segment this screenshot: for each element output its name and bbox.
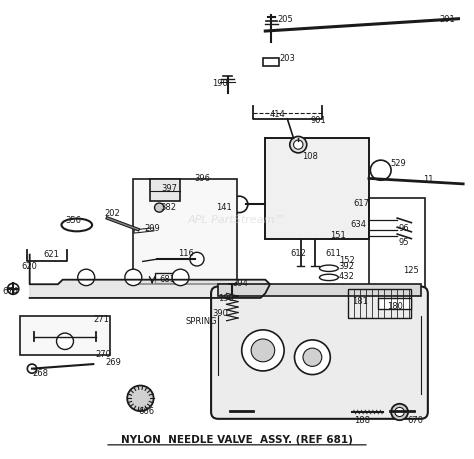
Circle shape xyxy=(294,340,330,375)
Text: 151: 151 xyxy=(330,231,346,241)
Text: 382: 382 xyxy=(161,203,177,212)
Text: APL PartStream™: APL PartStream™ xyxy=(188,215,286,225)
Text: 180: 180 xyxy=(387,302,403,311)
Text: 612: 612 xyxy=(291,249,307,257)
Text: 432: 432 xyxy=(338,273,354,281)
Bar xyxy=(218,284,421,296)
Text: 152: 152 xyxy=(339,256,355,265)
Text: 529: 529 xyxy=(390,159,406,168)
Bar xyxy=(263,58,279,66)
Circle shape xyxy=(370,160,391,180)
Text: 269: 269 xyxy=(105,358,121,367)
Text: 397: 397 xyxy=(162,184,178,193)
Text: 670: 670 xyxy=(408,416,424,425)
Bar xyxy=(378,298,411,309)
Circle shape xyxy=(190,252,204,266)
Circle shape xyxy=(290,136,307,153)
Text: 141: 141 xyxy=(216,203,231,212)
Text: 188: 188 xyxy=(354,416,370,425)
Text: 674: 674 xyxy=(2,286,18,296)
Text: 181: 181 xyxy=(353,297,368,306)
Text: 190: 190 xyxy=(212,79,228,88)
Circle shape xyxy=(56,333,73,349)
Text: 681: 681 xyxy=(159,275,175,284)
Text: 201: 201 xyxy=(439,15,456,24)
Bar xyxy=(20,316,110,355)
Bar xyxy=(348,289,411,319)
Circle shape xyxy=(172,269,189,285)
Text: 620: 620 xyxy=(21,263,37,271)
Circle shape xyxy=(125,269,142,285)
Text: 394: 394 xyxy=(232,279,248,288)
Circle shape xyxy=(242,330,284,371)
Bar xyxy=(369,197,426,289)
Polygon shape xyxy=(30,255,270,298)
Text: 390: 390 xyxy=(212,309,228,318)
FancyBboxPatch shape xyxy=(211,286,428,419)
Text: 392: 392 xyxy=(338,263,354,271)
Bar xyxy=(265,138,369,239)
Text: 116: 116 xyxy=(178,249,194,257)
Text: 203: 203 xyxy=(279,54,295,63)
Text: 270: 270 xyxy=(96,350,111,359)
Circle shape xyxy=(293,140,303,149)
Circle shape xyxy=(127,386,154,411)
Circle shape xyxy=(303,348,322,366)
Circle shape xyxy=(78,269,95,285)
Text: 396: 396 xyxy=(195,174,210,183)
Text: 95: 95 xyxy=(398,238,409,247)
Text: 414: 414 xyxy=(270,110,286,118)
Text: 125: 125 xyxy=(403,266,419,275)
Text: 617: 617 xyxy=(354,200,370,208)
Text: 666: 666 xyxy=(138,408,154,416)
Circle shape xyxy=(251,339,275,362)
Bar xyxy=(133,179,237,284)
Text: 108: 108 xyxy=(302,152,318,161)
Text: 268: 268 xyxy=(32,369,48,378)
Text: 621: 621 xyxy=(44,250,60,259)
Bar xyxy=(155,273,181,283)
Text: NYLON  NEEDLE VALVE  ASSY. (REF 681): NYLON NEEDLE VALVE ASSY. (REF 681) xyxy=(121,435,353,445)
Text: SPRING: SPRING xyxy=(185,317,217,326)
Text: 271: 271 xyxy=(93,315,109,325)
Circle shape xyxy=(231,196,248,213)
Circle shape xyxy=(155,203,164,212)
Text: 634: 634 xyxy=(350,219,366,229)
Text: 901: 901 xyxy=(310,116,326,124)
Ellipse shape xyxy=(319,274,338,280)
Text: 209: 209 xyxy=(144,224,160,233)
Text: 205: 205 xyxy=(277,15,293,24)
Circle shape xyxy=(8,283,19,294)
Circle shape xyxy=(391,404,408,420)
Text: 190: 190 xyxy=(218,294,234,303)
Text: 202: 202 xyxy=(104,208,120,218)
Text: 96: 96 xyxy=(398,224,409,233)
Text: 611: 611 xyxy=(326,249,341,257)
Bar xyxy=(150,179,181,201)
Text: 11: 11 xyxy=(423,175,434,184)
Text: 356: 356 xyxy=(65,216,81,225)
Ellipse shape xyxy=(319,265,338,271)
Circle shape xyxy=(395,408,404,417)
